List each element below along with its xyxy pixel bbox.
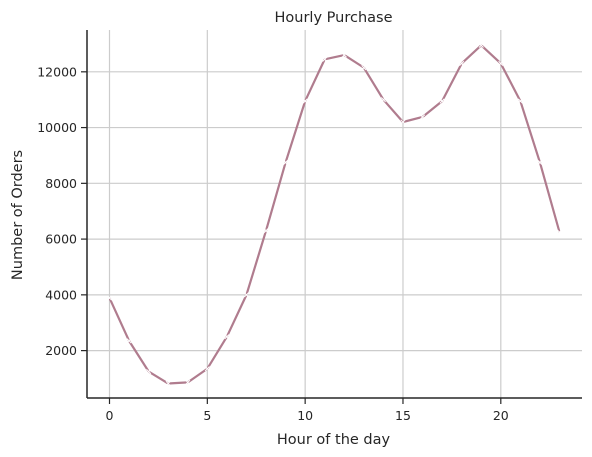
data-point — [302, 98, 308, 104]
data-point — [498, 60, 504, 67]
data-point — [439, 98, 445, 104]
data-point — [459, 60, 465, 67]
x-tick-label: 20 — [493, 408, 509, 423]
y-tick-label: 10000 — [37, 120, 77, 135]
y-tick-label: 4000 — [45, 287, 77, 302]
data-point — [263, 228, 269, 234]
data-point — [341, 52, 347, 58]
tick-labels: 0 5 10 15 20 2000 4000 6000 8000 10000 12000 — [37, 64, 509, 423]
y-tick-label: 2000 — [45, 343, 77, 358]
data-point — [185, 379, 191, 385]
data-point — [556, 229, 563, 235]
data-point — [419, 114, 426, 120]
data-point — [243, 292, 250, 298]
chart-title: Hourly Purchase — [275, 10, 393, 26]
x-tick-label: 5 — [203, 408, 211, 423]
series-layer — [106, 42, 563, 387]
data-point — [537, 159, 543, 165]
data-point — [165, 380, 171, 387]
axes — [81, 30, 582, 404]
x-tick-label: 15 — [395, 408, 411, 423]
y-tick-label: 8000 — [45, 176, 77, 191]
data-point — [126, 338, 132, 344]
y-tick-label: 12000 — [37, 64, 77, 79]
data-point — [478, 42, 484, 48]
data-point — [322, 56, 328, 62]
y-tick-label: 6000 — [45, 232, 77, 247]
data-point — [106, 295, 113, 301]
grid — [87, 30, 582, 398]
x-axis-label: Hour of the day — [277, 432, 391, 448]
data-point — [204, 366, 210, 372]
series-line — [108, 44, 561, 385]
x-tick-label: 10 — [297, 408, 313, 423]
data-point — [517, 98, 523, 104]
data-point — [400, 119, 406, 125]
y-axis-label: Number of Orders — [10, 150, 26, 280]
data-point — [361, 65, 367, 71]
data-point — [380, 97, 386, 103]
data-point — [283, 159, 289, 165]
x-tick-label: 0 — [106, 408, 114, 423]
data-point — [224, 334, 230, 340]
data-point — [146, 368, 152, 375]
